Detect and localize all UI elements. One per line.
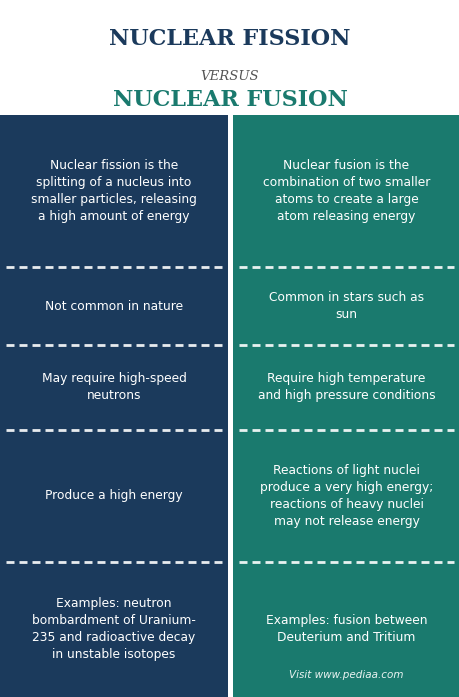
Text: Visit www.pediaa.com: Visit www.pediaa.com bbox=[289, 670, 403, 680]
Bar bbox=[233, 267, 459, 345]
Bar bbox=[233, 115, 459, 267]
Bar bbox=[0, 267, 228, 345]
Text: Examples: fusion between
Deuterium and Tritium: Examples: fusion between Deuterium and T… bbox=[265, 614, 426, 644]
Text: Nuclear fusion is the
combination of two smaller
atoms to create a large
atom re: Nuclear fusion is the combination of two… bbox=[262, 159, 429, 223]
Text: Require high temperature
and high pressure conditions: Require high temperature and high pressu… bbox=[257, 372, 434, 402]
Text: Common in stars such as
sun: Common in stars such as sun bbox=[269, 291, 423, 321]
Bar bbox=[233, 562, 459, 697]
Text: NUCLEAR FUSION: NUCLEAR FUSION bbox=[112, 89, 347, 111]
Bar bbox=[0, 562, 228, 697]
Bar bbox=[0, 429, 228, 562]
Bar bbox=[0, 115, 228, 267]
Text: Produce a high energy: Produce a high energy bbox=[45, 489, 182, 502]
Bar bbox=[0, 345, 228, 429]
Text: Not common in nature: Not common in nature bbox=[45, 300, 183, 313]
Text: VERSUS: VERSUS bbox=[200, 70, 259, 83]
Text: May require high-speed
neutrons: May require high-speed neutrons bbox=[41, 372, 186, 402]
Text: NUCLEAR FISSION: NUCLEAR FISSION bbox=[109, 28, 350, 50]
Bar bbox=[233, 429, 459, 562]
Text: Reactions of light nuclei
produce a very high energy;
reactions of heavy nuclei
: Reactions of light nuclei produce a very… bbox=[259, 464, 432, 528]
Text: Nuclear fission is the
splitting of a nucleus into
smaller particles, releasing
: Nuclear fission is the splitting of a nu… bbox=[31, 159, 196, 223]
Bar bbox=[233, 345, 459, 429]
Text: Examples: neutron
bombardment of Uranium-
235 and radioactive decay
in unstable : Examples: neutron bombardment of Uranium… bbox=[32, 597, 196, 661]
